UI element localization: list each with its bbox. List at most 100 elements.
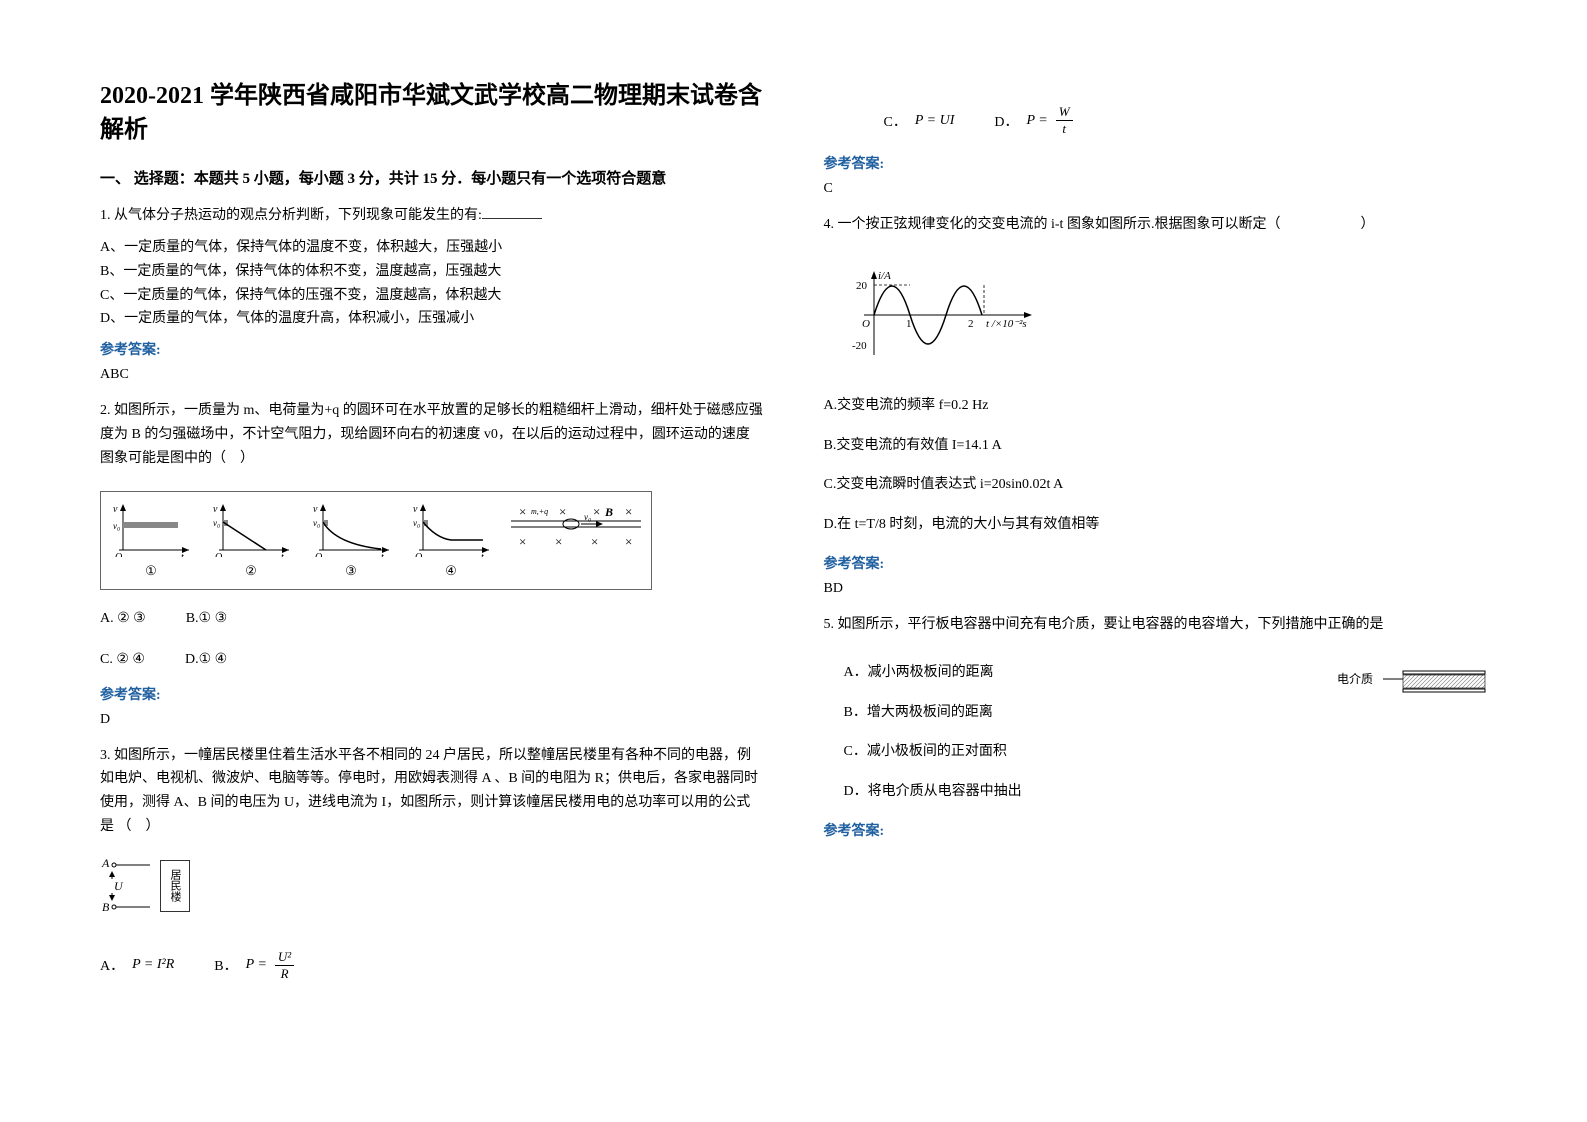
q3-option-c: C． P = UI [884, 111, 955, 131]
q4-option-b: B.交变电流的有效值 I=14.1 A [824, 434, 1488, 458]
q3-option-d: D． P = W t [994, 104, 1072, 137]
svg-text:v₀: v₀ [584, 512, 591, 522]
q3-P-eq-d: P = [1027, 113, 1048, 129]
q3-B: B [102, 900, 110, 914]
q3-answer-label: 参考答案: [824, 153, 1488, 173]
q1-option-c: C、一定质量的气体，保持气体的压强不变，温度越高，体积越大 [100, 284, 764, 308]
q2-graph-1: v v₀ O t [111, 502, 191, 557]
q3-figure: A U B 居民楼 [100, 857, 764, 915]
q4-option-d: D.在 t=T/8 时刻，电流的大小与其有效值相等 [824, 513, 1488, 537]
q3-optB-num: U² [275, 949, 294, 966]
q2-B-label: B [604, 505, 613, 519]
svg-text:×: × [625, 504, 632, 519]
svg-text:×: × [591, 534, 598, 549]
right-column: C． P = UI D． P = W t 参考答案: C 4. 一个按正弦规律变… [824, 80, 1488, 1082]
q1-prompt: 1. 从气体分子热运动的观点分析判断，下列现象可能发生的有: [100, 204, 764, 228]
svg-text:v: v [413, 504, 418, 515]
q2-graph-3: v v₀ O t [311, 502, 391, 557]
svg-text:O: O [315, 552, 322, 557]
q2-graph-2: v v₀ O t [211, 502, 291, 557]
q2-label-1: ① [111, 563, 191, 579]
q2-answer: D [100, 712, 764, 728]
q4-end: ） [1360, 217, 1374, 232]
q3-optA-prefix: A． [100, 955, 124, 975]
q3-optB-prefix: B． [214, 955, 237, 975]
q4-origin: O [862, 318, 870, 330]
q2-label-3: ③ [311, 563, 391, 579]
svg-text:t: t [381, 552, 384, 557]
q5-figure: 电介质 [1337, 665, 1487, 710]
q2-option-d: D.① ④ [185, 651, 227, 668]
svg-text:v₀: v₀ [213, 518, 220, 528]
q1-text: 1. 从气体分子热运动的观点分析判断，下列现象可能发生的有: [100, 208, 482, 223]
q2-prompt: 2. 如图所示，一质量为 m、电荷量为+q 的圆环可在水平放置的足够长的粗糙细杆… [100, 399, 764, 470]
svg-text:v: v [213, 504, 218, 515]
svg-text:×: × [559, 504, 566, 519]
q5-body: 电介质 A．减小两极板间的距离 B．增大两极板间的距离 C．减小极板间的正对面积… [824, 661, 1488, 804]
q2-field-diagram: × m,+q × × B × v₀ × × × × [511, 502, 641, 562]
q2-labels-row: ① ② ③ ④ [111, 563, 491, 579]
q1-answer: ABC [100, 367, 764, 383]
q5-dielectric-label: 电介质 [1337, 672, 1373, 686]
q5-option-d: D．将电介质从电容器中抽出 [824, 780, 1488, 804]
svg-text:O: O [415, 552, 422, 557]
q4-figure: i/A 20 -20 O 1 2 t /×10⁻²s [844, 265, 1488, 370]
q2-graph-4: v v₀ O t [411, 502, 491, 557]
q5-option-c: C．减小极板间的正对面积 [824, 740, 1488, 764]
section-1-title: 一、 选择题：本题共 5 小题，每小题 3 分，共计 15 分．每小题只有一个选… [100, 167, 764, 188]
q2-option-a: A. ② ③ [100, 610, 146, 627]
exam-title: 2020-2021 学年陕西省咸阳市华斌文武学校高二物理期末试卷含解析 [100, 80, 764, 147]
q3-circuit: A U B [100, 857, 152, 915]
svg-text:×: × [625, 534, 632, 549]
q3-option-b: B． P = U² R [214, 949, 294, 982]
q3-options-row1: A． P = I²R B． P = U² R [100, 949, 764, 982]
q4-xlabel: t /×10⁻²s [986, 318, 1027, 330]
q5-capacitor-diagram: 电介质 [1337, 665, 1487, 705]
q2-graph-row: v v₀ O t v v₀ [111, 502, 491, 557]
q3-options-row2: C． P = UI D． P = W t [824, 104, 1488, 137]
q3-optA-formula: P = I²R [132, 957, 174, 973]
q4-option-a: A.交变电流的频率 f=0.2 Hz [824, 394, 1488, 418]
q3-building: 居民楼 [160, 860, 190, 912]
left-column: 2020-2021 学年陕西省咸阳市华斌文武学校高二物理期末试卷含解析 一、 选… [100, 80, 764, 1082]
q5-prompt: 5. 如图所示，平行板电容器中间充有电介质，要让电容器的电容增大，下列措施中正确… [824, 613, 1488, 637]
q3-A: A [101, 857, 110, 870]
q2-options-row2: C. ② ④ D.① ④ [100, 651, 764, 668]
q4-option-c: C.交变电流瞬时值表达式 i=20sin0.02t A [824, 473, 1488, 497]
q3-prompt: 3. 如图所示，一幢居民楼里住着生活水平各不相同的 24 户居民，所以整幢居民楼… [100, 744, 764, 839]
svg-text:O: O [115, 552, 122, 557]
q2-option-c: C. ② ④ [100, 651, 145, 668]
q2-subscript: m,+q [531, 507, 548, 516]
svg-text:×: × [593, 504, 600, 519]
q3-optD-frac: W t [1056, 104, 1073, 137]
q4-x1: 1 [906, 318, 912, 330]
svg-text:v₀: v₀ [413, 518, 420, 528]
q5-answer-label: 参考答案: [824, 820, 1488, 840]
q4-answer-label: 参考答案: [824, 553, 1488, 573]
q2-option-b: B.① ③ [186, 610, 227, 627]
q2-figure: v v₀ O t v v₀ [100, 491, 764, 590]
q4-ymax: 20 [856, 280, 868, 292]
q1-option-a: A、一定质量的气体，保持气体的温度不变，体积越大，压强越小 [100, 236, 764, 260]
q3-answer: C [824, 181, 1488, 197]
svg-text:v₀: v₀ [113, 521, 120, 531]
q2-label-4: ④ [411, 563, 491, 579]
q4-sine-chart: i/A 20 -20 O 1 2 t /×10⁻²s [844, 265, 1044, 365]
svg-text:×: × [555, 534, 562, 549]
q4-yaxis: i/A [878, 270, 891, 282]
q1-answer-label: 参考答案: [100, 339, 764, 359]
svg-text:t: t [481, 552, 484, 557]
q1-option-d: D、一定质量的气体，气体的温度升高，体积减小，压强减小 [100, 307, 764, 331]
svg-text:×: × [519, 504, 526, 519]
q3-U: U [114, 879, 124, 893]
q3-optB-frac: U² R [275, 949, 294, 982]
q1-option-b: B、一定质量的气体，保持气体的体积不变，温度越高，压强越大 [100, 260, 764, 284]
q3-optD-num: W [1056, 104, 1073, 121]
svg-text:v: v [313, 504, 318, 515]
q4-prompt: 4. 一个按正弦规律变化的交变电流的 i-t 图象如图所示.根据图象可以断定（） [824, 213, 1488, 237]
svg-text:v₀: v₀ [313, 518, 320, 528]
q2-answer-label: 参考答案: [100, 684, 764, 704]
svg-text:O: O [215, 552, 222, 557]
svg-text:t: t [181, 552, 184, 557]
q2-options-row1: A. ② ③ B.① ③ [100, 610, 764, 627]
